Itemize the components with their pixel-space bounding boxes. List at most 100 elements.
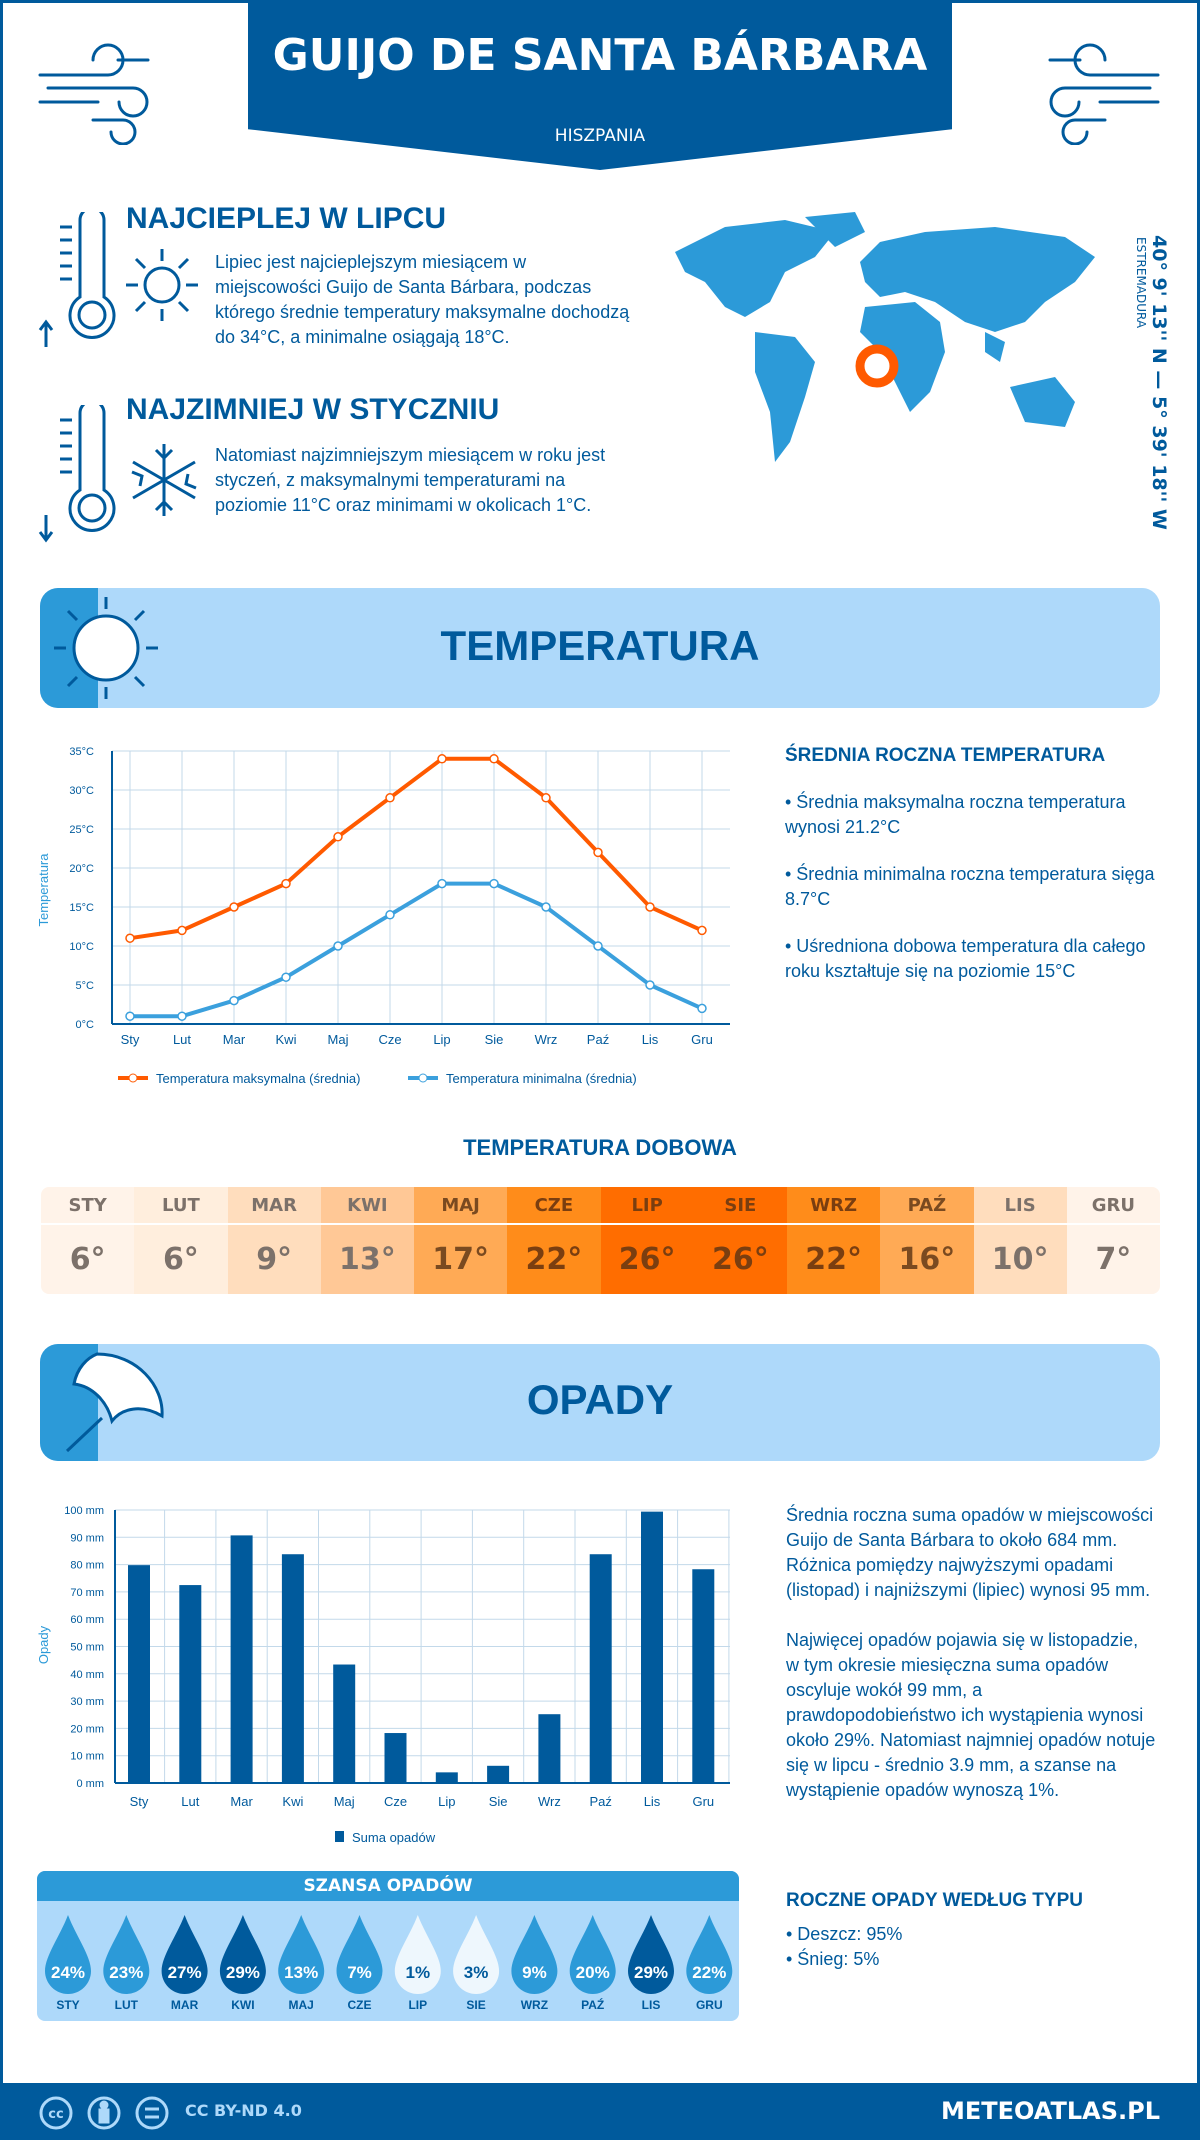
legend-label: Temperatura minimalna (średnia) (446, 1071, 637, 1086)
data-point (177, 1011, 187, 1021)
series-line (129, 756, 703, 941)
daily-month: PAŹ (880, 1187, 974, 1225)
x-tick-label: Wrz (538, 1794, 561, 1809)
temp-stats-list: • Średnia maksymalna roczna temperatura … (785, 790, 1175, 984)
data-point (489, 754, 499, 764)
x-tick-label: Sie (489, 1794, 508, 1809)
x-tick-label: Paź (589, 1794, 611, 1809)
x-tick-label: Lis (644, 1794, 661, 1809)
data-point (593, 847, 603, 858)
y-axis-label: Temperatura (36, 853, 51, 927)
data-point (385, 910, 395, 920)
drop-month: GRU (696, 1998, 723, 2012)
drop-value: 24% (51, 1963, 85, 1982)
daily-cell-sie: SIE 26° (693, 1187, 787, 1294)
drop-icon (569, 1915, 616, 1994)
daily-value: 6° (69, 1242, 106, 1277)
x-tick-label: Cze (384, 1794, 407, 1809)
daily-month: MAJ (414, 1187, 508, 1225)
country-label: HISZPANIA (554, 126, 646, 146)
temperature-title: TEMPERATURA (440, 622, 760, 669)
daily-cell-lis: LIS 10° (973, 1187, 1067, 1294)
legend-marker (128, 1073, 138, 1083)
bar (384, 1733, 407, 1783)
y-tick-label: 80 mm (70, 1560, 104, 1572)
thermometer-cold-icon (38, 405, 116, 543)
svg-text:cc: cc (48, 2107, 63, 2122)
footer: cc CC BY-ND 4.0 METEOATLAS.PL (0, 2083, 1200, 2140)
wind-icon-left (38, 43, 150, 145)
drop-month: WRZ (521, 1998, 548, 2012)
temp-stat-avg: • Uśredniona dobowa temperatura dla całe… (785, 936, 1146, 981)
by-icon (87, 2096, 121, 2130)
data-point (437, 754, 447, 764)
daily-month: SIE (693, 1187, 787, 1225)
data-point (333, 832, 343, 842)
drop-sty: 24% STY (45, 1915, 91, 2012)
x-tick-label: Kwi (282, 1794, 303, 1809)
drop-month: CZE (348, 1998, 372, 2012)
daily-cell-lut: LUT 6° (134, 1187, 228, 1294)
daily-value: 26° (712, 1242, 769, 1277)
precipitation-title: OPADY (526, 1376, 674, 1423)
drop-gru: 22% GRU (686, 1915, 733, 2012)
bar (230, 1535, 253, 1783)
y-axis-label: Opady (36, 1625, 51, 1664)
daily-cell-mar: MAR 9° (227, 1187, 321, 1294)
x-tick-label: Sie (485, 1032, 504, 1047)
daily-month: LUT (134, 1187, 228, 1225)
daily-cell-cze: CZE 22° (507, 1187, 601, 1294)
temp-stat-min: • Średnia minimalna roczna temperatura s… (785, 864, 1155, 909)
precip-chance-drops: 24% STY 23% LUT 27% MAR 29% KWI 13% MAJ 7% CZE 1% LIP… (45, 1915, 733, 2012)
drop-month: MAJ (289, 1998, 314, 2012)
drop-value: 7% (347, 1963, 372, 1982)
data-point (697, 925, 707, 936)
drop-icon (45, 1915, 91, 1994)
data-point (593, 941, 603, 951)
daily-value: 7° (1095, 1242, 1132, 1277)
x-tick-label: Lip (438, 1794, 455, 1809)
coordinates: 40° 9' 13'' N — 5° 39' 18'' W (1148, 235, 1170, 530)
drop-month: LUT (115, 1998, 139, 2012)
y-tick-label: 50 mm (70, 1642, 104, 1654)
bar (641, 1511, 663, 1783)
precip-summary: Średnia roczna suma opadów w miejscowośc… (786, 1505, 1154, 1600)
daily-cell-sty: STY 6° (41, 1187, 135, 1294)
bar (179, 1585, 202, 1783)
bar (281, 1554, 304, 1783)
precip-text: Średnia roczna suma opadów w miejscowośc… (786, 1503, 1156, 1803)
drop-cze: 7% CZE (336, 1915, 383, 2012)
y-tick-label: 30 mm (70, 1696, 104, 1708)
y-tick-label: 90 mm (70, 1532, 104, 1544)
drop-value: 22% (692, 1963, 726, 1982)
drop-wrz: 9% WRZ (511, 1915, 558, 2012)
drop-icon (453, 1915, 500, 1994)
x-tick-label: Gru (691, 1032, 713, 1047)
x-tick-label: Maj (334, 1794, 355, 1809)
daily-month: CZE (507, 1187, 601, 1225)
x-tick-label: Mar (230, 1794, 253, 1809)
umbrella-rain-icon (65, 1352, 164, 1453)
temp-stats-title: ŚREDNIA ROCZNA TEMPERATURA (785, 745, 1106, 766)
bar (538, 1714, 561, 1783)
daily-cell-kwi: KWI 13° (320, 1187, 414, 1294)
series-line (130, 881, 703, 1019)
drop-sie: 3% SIE (453, 1915, 500, 2012)
daily-title: TEMPERATURA DOBOWA (463, 1135, 737, 1160)
site-link[interactable]: METEOATLAS.PL (940, 2097, 1160, 2125)
daily-month: WRZ (787, 1187, 881, 1225)
daily-cell-lip: LIP 26° (600, 1187, 694, 1294)
drop-icon (628, 1915, 674, 1994)
drop-month: STY (56, 1998, 79, 2012)
drop-month: LIP (408, 1998, 427, 2012)
precip-type-rain: • Deszcz: 95% (786, 1924, 903, 1944)
hottest-title: NAJCIEPLEJ W LIPCU (126, 202, 447, 235)
sun-large-icon (54, 597, 158, 699)
daily-cell-paź: PAŹ 16° (880, 1187, 974, 1294)
drop-lis: 29% LIS (628, 1915, 674, 2012)
license-label[interactable]: CC BY-ND 4.0 (185, 2101, 302, 2120)
y-tick-label: 20°C (69, 863, 94, 875)
precip-type-list: • Deszcz: 95% • Śnieg: 5% (786, 1922, 902, 1972)
y-tick-label: 20 mm (70, 1723, 104, 1735)
hottest-text: Lipiec jest najcieplejszym miesiącem w m… (215, 252, 630, 347)
